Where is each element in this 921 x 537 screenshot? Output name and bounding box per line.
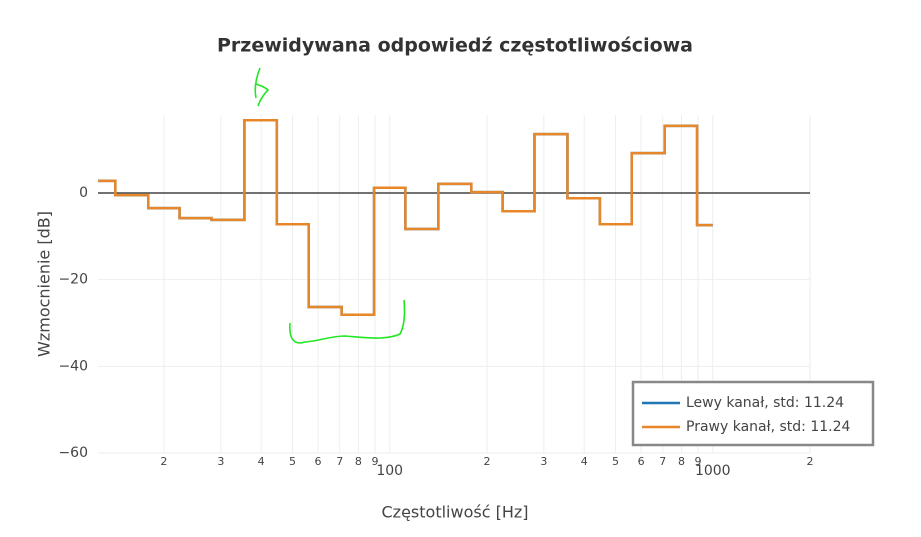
x-tick-label: 9 [694, 455, 701, 468]
x-tick-label: 5 [612, 455, 619, 468]
x-tick-label: 7 [659, 455, 666, 468]
chart-title: Przewidywana odpowiedź częstotliwościowa [217, 35, 693, 57]
y-axis-title: Wzmocnienie [dB] [35, 211, 54, 357]
annotation-brace [289, 299, 406, 344]
legend: Lewy kanał, std: 11.24 Prawy kanał, std: … [642, 395, 850, 435]
x-tick-label: 4 [258, 455, 265, 468]
x-tick-label: 3 [217, 455, 224, 468]
legend-label: Lewy kanał, std: 11.24 [686, 395, 844, 411]
x-tick-label: 6 [315, 455, 322, 468]
annotation-arrow [254, 67, 270, 107]
x-tick-label: 100 [376, 463, 403, 479]
x-tick-label: 2 [160, 455, 167, 468]
x-tick-label: 8 [355, 455, 362, 468]
x-axis-title: Częstotliwość [Hz] [382, 503, 529, 522]
x-tick-label: 7 [336, 455, 343, 468]
x-tick-label: 5 [289, 455, 296, 468]
y-tick-label: 0 [79, 185, 88, 201]
x-tick-label: 2 [807, 455, 814, 468]
x-tick-label: 6 [638, 455, 645, 468]
x-tick-label: 8 [678, 455, 685, 468]
legend-label: Prawy kanał, std: 11.24 [686, 419, 850, 435]
x-tick-label: 4 [581, 455, 588, 468]
x-tick-label: 3 [540, 455, 547, 468]
y-tick-label: −20 [58, 272, 88, 288]
x-tick-label: 2 [483, 455, 490, 468]
series-line [98, 118, 713, 317]
marks [98, 118, 713, 317]
y-tick-label: −40 [58, 358, 88, 374]
x-tick-label: 9 [371, 455, 378, 468]
y-tick-label: −60 [58, 445, 88, 461]
hand-annotations [254, 67, 406, 344]
legend-box [631, 380, 875, 447]
x-tick-label: 1000 [695, 463, 731, 479]
